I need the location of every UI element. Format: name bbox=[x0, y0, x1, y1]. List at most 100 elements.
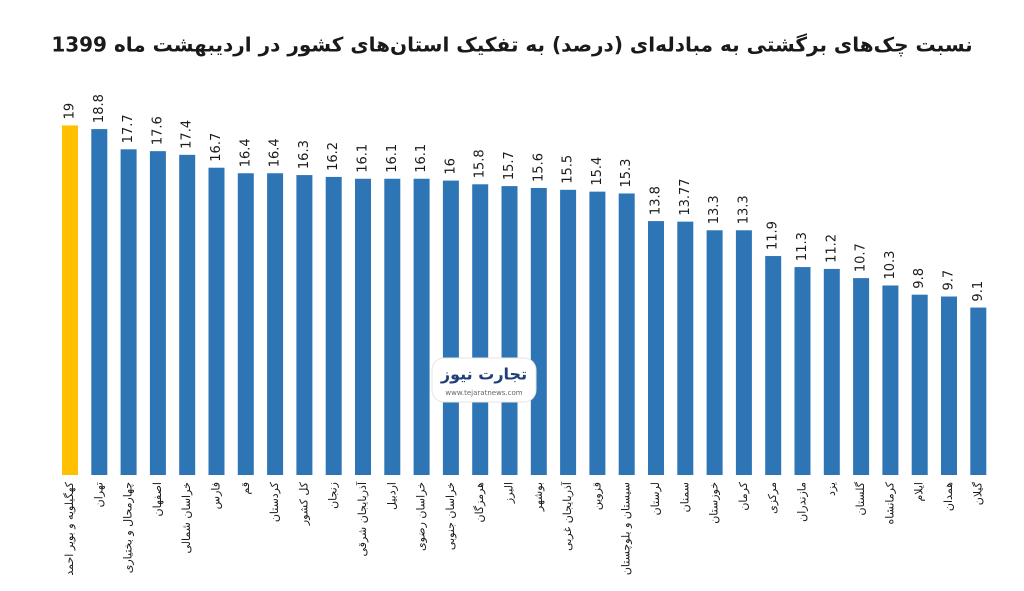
value-label: 16.1 bbox=[385, 144, 400, 173]
value-label: 15.4 bbox=[590, 157, 605, 186]
bar bbox=[296, 175, 313, 475]
x-tick-label: فارس bbox=[210, 482, 223, 509]
value-label: 16 bbox=[443, 158, 458, 175]
value-label: 15.7 bbox=[502, 151, 517, 180]
x-tick-label: کرمانشاه bbox=[883, 481, 896, 524]
x-tick-label: خراسان رضوی bbox=[415, 482, 428, 551]
value-label: 18.8 bbox=[92, 94, 107, 123]
x-tick-label: گیلان bbox=[971, 481, 984, 505]
bar bbox=[208, 167, 225, 475]
watermark-url: www.tejaratnews.com bbox=[445, 389, 522, 397]
bar bbox=[355, 178, 371, 475]
value-label: 13.8 bbox=[649, 186, 664, 215]
value-label: 11.9 bbox=[766, 221, 781, 250]
x-tick-label: آذربایجان غربی bbox=[560, 481, 574, 551]
x-tick-label: کردستان bbox=[268, 481, 281, 522]
value-label: 16.4 bbox=[268, 138, 283, 167]
x-tick-label: خراسان جنوبی bbox=[444, 482, 457, 550]
value-label: 17.4 bbox=[180, 120, 195, 149]
x-tick-label: البرز bbox=[503, 482, 516, 504]
x-tick-label: قم bbox=[239, 482, 252, 495]
bar bbox=[677, 221, 694, 475]
value-label: 15.8 bbox=[473, 149, 488, 178]
value-label: 13.77 bbox=[678, 178, 693, 215]
x-tick-label: تهران bbox=[92, 482, 105, 507]
value-label: 10.7 bbox=[854, 243, 869, 272]
bar bbox=[706, 230, 723, 475]
value-label: 16.7 bbox=[209, 133, 224, 162]
bar bbox=[530, 187, 547, 475]
watermark-box bbox=[431, 357, 537, 403]
bar bbox=[765, 256, 782, 475]
value-label: 16.1 bbox=[414, 144, 429, 173]
bar bbox=[237, 173, 254, 476]
x-tick-label: چهارمحال و بختیاری bbox=[122, 482, 135, 573]
value-label: 9.7 bbox=[942, 270, 957, 291]
x-tick-label: هرمزگان bbox=[473, 482, 486, 523]
value-label: 9.8 bbox=[912, 268, 927, 289]
value-label: 16.4 bbox=[238, 138, 253, 167]
x-tick-label: مرکزی bbox=[766, 482, 779, 514]
bar bbox=[442, 180, 459, 475]
x-tick-label: کرمان bbox=[737, 481, 750, 510]
value-label: 11.3 bbox=[795, 232, 810, 261]
value-label: 10.3 bbox=[883, 251, 898, 280]
value-label: 19 bbox=[63, 103, 78, 120]
x-tick-label: مازندران bbox=[796, 482, 809, 522]
x-tick-label: بوشهر bbox=[532, 482, 545, 512]
value-label: 17.6 bbox=[150, 116, 165, 145]
bar bbox=[120, 149, 137, 475]
chart-title: نسبت چک‌های برگشتی به مبادله‌ای (درصد) ب… bbox=[51, 33, 972, 58]
value-label: 16.2 bbox=[326, 142, 341, 171]
bar bbox=[384, 178, 401, 475]
value-label: 15.6 bbox=[531, 153, 546, 182]
bar bbox=[62, 125, 78, 476]
value-label: 13.3 bbox=[736, 195, 751, 224]
watermark-brand: تجارت نیوز bbox=[440, 365, 527, 384]
bar bbox=[882, 285, 899, 475]
x-tick-label: گلستان bbox=[854, 481, 867, 515]
bar bbox=[853, 278, 870, 475]
bar bbox=[794, 267, 811, 475]
bar bbox=[179, 154, 196, 475]
x-tick-label: یزد bbox=[825, 482, 838, 496]
bar bbox=[970, 307, 987, 475]
bar bbox=[501, 186, 518, 475]
value-label: 16.1 bbox=[356, 144, 371, 173]
x-tick-label: سمنان bbox=[678, 482, 691, 512]
value-label: 16.3 bbox=[297, 140, 312, 169]
bar bbox=[911, 294, 928, 475]
bar bbox=[149, 151, 166, 475]
bar bbox=[648, 221, 664, 475]
bar bbox=[560, 189, 577, 476]
value-label: 13.3 bbox=[707, 195, 722, 224]
value-label: 11.2 bbox=[824, 234, 839, 263]
x-tick-label: اصفهان bbox=[151, 482, 164, 516]
value-label: 9.1 bbox=[971, 281, 986, 302]
x-tick-label: خوزستان bbox=[708, 482, 721, 524]
x-tick-label: کهگیلویه و بویر احمد bbox=[63, 481, 76, 575]
x-tick-label: قزوین bbox=[590, 482, 603, 510]
x-tick-label: لرستان bbox=[649, 482, 662, 515]
x-tick-label: آذربایجان شرقی bbox=[355, 481, 369, 556]
value-label: 15.3 bbox=[619, 159, 634, 188]
bar bbox=[823, 268, 840, 475]
bar bbox=[413, 178, 430, 475]
watermark: تجارت نیوز www.tejaratnews.com bbox=[431, 357, 537, 403]
x-tick-label: همدان bbox=[942, 482, 955, 511]
value-label: 15.5 bbox=[561, 155, 576, 184]
bar bbox=[941, 296, 957, 475]
bar bbox=[735, 230, 752, 475]
x-tick-label: کل کشور bbox=[297, 481, 310, 526]
x-tick-label: ایلام bbox=[913, 482, 926, 502]
bar bbox=[267, 173, 284, 476]
x-tick-label: اردبیل bbox=[385, 482, 398, 510]
bar bbox=[618, 193, 635, 476]
x-tick-label: سیستان و بلوچستان bbox=[620, 482, 633, 575]
x-tick-label: خراسان شمالی bbox=[180, 482, 193, 554]
bar bbox=[91, 129, 108, 475]
bar bbox=[472, 184, 489, 475]
bar bbox=[589, 191, 606, 475]
